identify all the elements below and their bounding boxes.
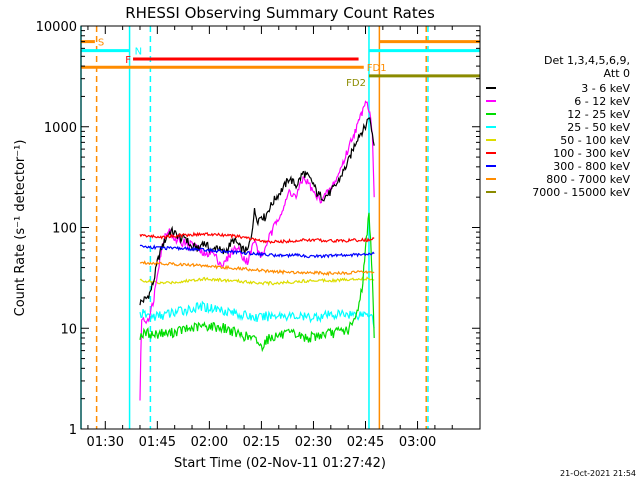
y-tick-label-2: 100 [52, 222, 77, 237]
y-tick-label-0: 1 [69, 423, 77, 438]
series-lines [139, 100, 375, 401]
legend-entry-2: 12 - 25 keV [567, 108, 630, 121]
series-line-4 [139, 276, 375, 287]
x-tick-label-0: 01:30 [87, 435, 124, 450]
legend-header-line1: Det 1,3,4,5,6,9, [544, 54, 630, 67]
legend-entry-3: 25 - 50 keV [567, 121, 630, 134]
series-line-6 [139, 244, 375, 259]
x-tick-label-4: 02:30 [295, 435, 332, 450]
y-tick-label-4: 10000 [36, 20, 77, 35]
legend-entry-6: 300 - 800 keV [553, 160, 630, 173]
flag-label-n: N [135, 47, 142, 58]
legend-entry-4: 50 - 100 keV [560, 134, 630, 147]
vertical-markers [80, 26, 429, 429]
legend-entry-0: 3 - 6 keV [581, 82, 630, 95]
flag-label-f: F [125, 55, 131, 66]
series-line-3 [139, 300, 375, 329]
x-tick-label-3: 02:15 [243, 435, 280, 450]
x-tick-label-5: 02:45 [347, 435, 384, 450]
legend-entry-5: 100 - 300 keV [553, 147, 630, 160]
legend-entry-7: 800 - 7000 keV [546, 173, 630, 186]
series-line-5 [139, 231, 375, 245]
legend-header-line2: Att 0 [604, 67, 630, 80]
series-line-1 [139, 100, 375, 401]
flag-label-s: S [98, 38, 104, 49]
series-line-0 [139, 117, 375, 306]
y-axis-label: Count Rate (s⁻¹ detector⁻¹) [13, 140, 28, 317]
chart-title: RHESSI Observing Summary Count Rates [125, 4, 435, 22]
x-tick-label-1: 01:45 [139, 435, 176, 450]
footer-timestamp: 21-Oct-2021 21:54 [560, 469, 636, 478]
y-tick-label-3: 1000 [44, 121, 77, 136]
x-axis-ticks: 01:30 01:45 02:00 02:15 02:30 02:45 03:00 [87, 26, 453, 450]
flag-label-fd2: FD2 [346, 78, 366, 89]
y-axis-ticks: 1 10 100 1000 10000 [36, 20, 480, 438]
x-tick-label-6: 03:00 [399, 435, 436, 450]
x-axis-label: Start Time (02-Nov-11 01:27:42) [174, 456, 386, 471]
legend-entry-8: 7000 - 15000 keV [532, 186, 630, 199]
series-line-7 [139, 260, 375, 277]
x-tick-label-2: 02:00 [191, 435, 228, 450]
series-line-2 [139, 212, 375, 353]
flag-label-fd1: FD1 [367, 63, 387, 74]
y-tick-label-1: 10 [60, 322, 77, 337]
legend-entry-1: 6 - 12 keV [574, 95, 630, 108]
